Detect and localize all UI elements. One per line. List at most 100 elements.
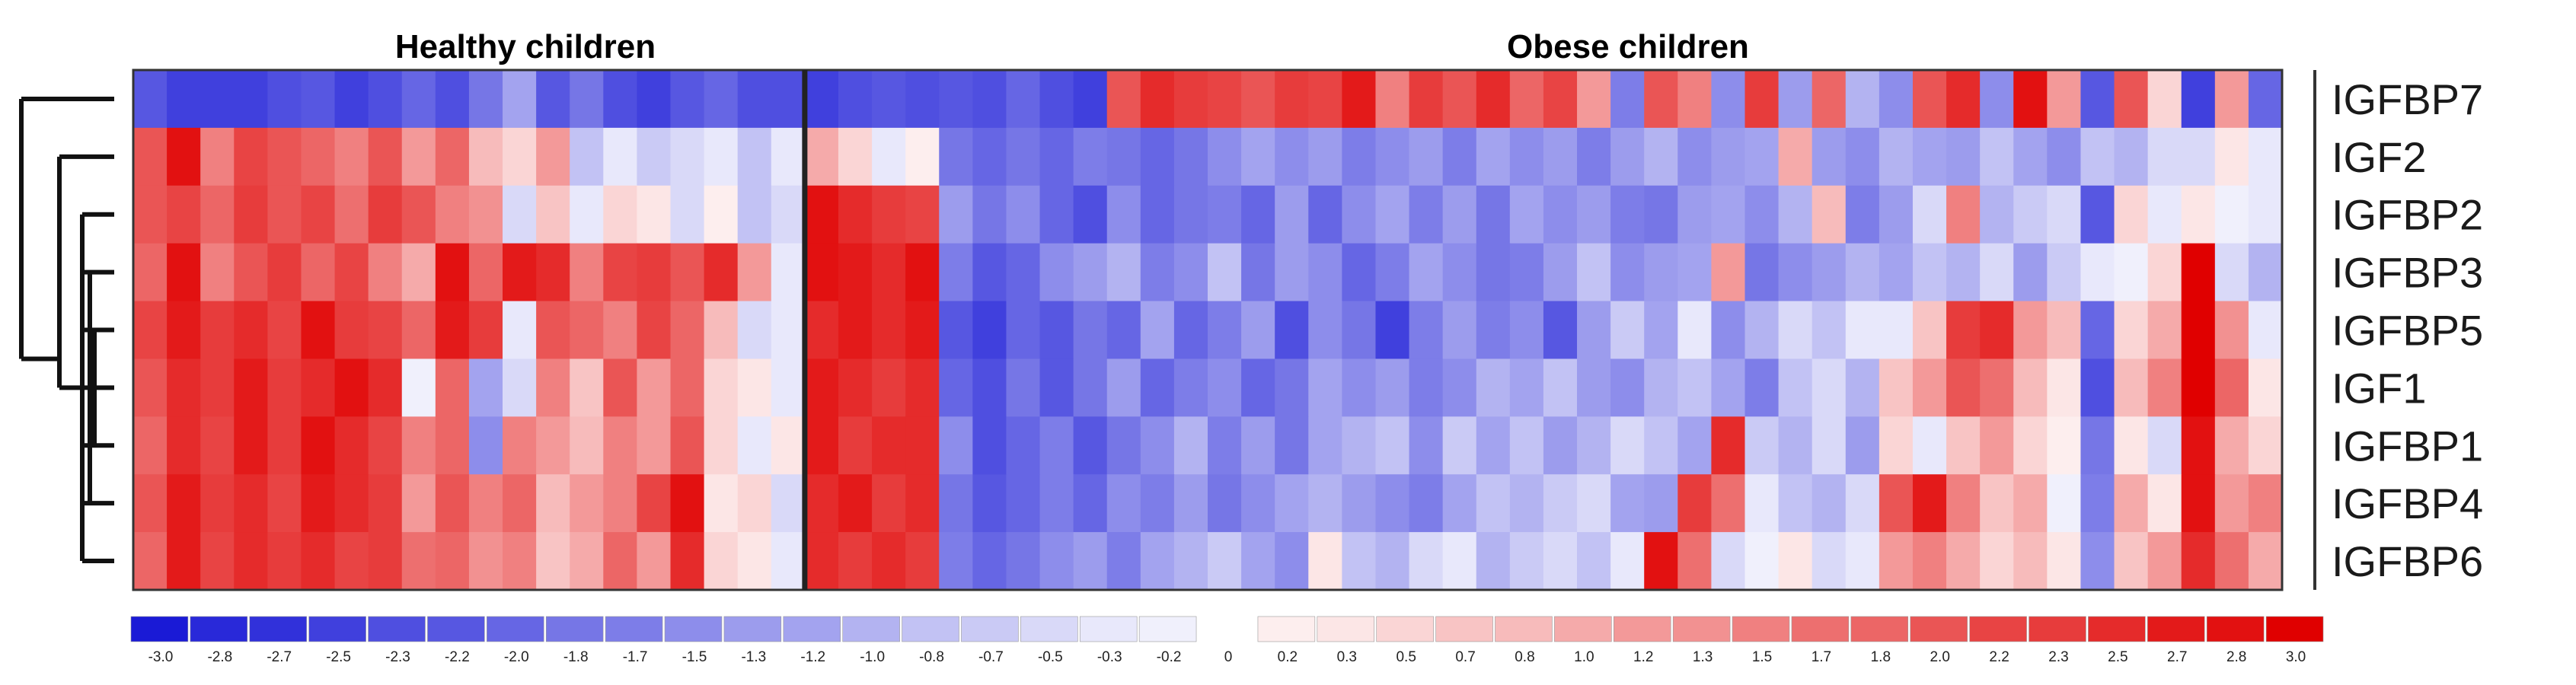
heatmap-cell [1577,70,1611,129]
heatmap-cell [1879,185,1914,244]
group-label-obese: Obese children [1507,28,1749,65]
heatmap-cell [167,301,201,360]
heatmap-cell [334,301,369,360]
heatmap-cell [1173,185,1208,244]
heatmap-cell [334,127,369,186]
heatmap-cell [2181,532,2216,591]
heatmap-cell [1980,185,2014,244]
heatmap-cell [1711,70,1746,129]
heatmap-cell [1342,243,1377,302]
heatmap-cell [2214,185,2249,244]
heatmap-cell [1711,532,1746,591]
heatmap-cell [536,185,570,244]
colorbar-tick-label: 0.2 [1278,649,1298,665]
heatmap-cell [1543,127,1578,186]
heatmap-cell [1073,474,1108,533]
heatmap-cell [1208,416,1242,475]
heatmap-cell [1173,243,1208,302]
heatmap-cell [1912,243,1947,302]
heatmap-cell [1610,358,1645,417]
heatmap-cell [167,243,201,302]
heatmap-cell [334,532,369,591]
heatmap-cell [570,301,604,360]
heatmap-cell [2181,416,2216,475]
heatmap-cell [435,532,470,591]
heatmap-cell [570,358,604,417]
heatmap-cell [1912,416,1947,475]
heatmap-cell [1006,532,1041,591]
colorbar-swatch [1732,616,1790,642]
heatmap-cell [401,474,436,533]
heatmap-cell [1140,416,1175,475]
heatmap-cell [1476,185,1511,244]
heatmap-cell [1342,70,1377,129]
heatmap-cell [1140,185,1175,244]
heatmap-cell [1073,532,1108,591]
heatmap-cell [435,301,470,360]
colorbar-tick-label: 0.5 [1396,649,1416,665]
heatmap-cell [1106,416,1141,475]
heatmap-cell [872,358,906,417]
heatmap-cell [503,532,537,591]
heatmap-cell [771,243,806,302]
heatmap-cell [368,532,403,591]
colorbar-swatch [1257,616,1316,642]
heatmap-cell [2147,301,2182,360]
heatmap-cell [1342,416,1377,475]
heatmap-cell [804,416,839,475]
heatmap-cell [1644,243,1678,302]
heatmap-cell [1644,301,1678,360]
heatmap-cell [1039,243,1074,302]
heatmap-cell [603,416,637,475]
heatmap-cell [872,243,906,302]
heatmap-cell [1409,474,1444,533]
heatmap-cell [838,70,873,129]
heatmap-cell [1912,127,1947,186]
heatmap-cell [536,70,570,129]
heatmap-cell [1375,127,1410,186]
heatmap-cell [468,416,503,475]
heatmap-cell [1644,127,1678,186]
heatmap-cell [804,127,839,186]
heatmap-cell [1577,416,1611,475]
heatmap-cell [200,185,235,244]
heatmap-cell [334,70,369,129]
heatmap-cell [2147,416,2182,475]
heatmap-cell [1744,474,1780,533]
heatmap-cell [1442,474,1477,533]
heatmap-cell [435,474,470,533]
heatmap-cell [2013,127,2048,186]
heatmap-cell [804,243,839,302]
heatmap-cell [301,243,336,302]
heatmap-cell [637,474,672,533]
heatmap-cell [1308,532,1342,591]
heatmap-cell [435,127,470,186]
colorbar-swatch [961,616,1019,642]
heatmap-cell [503,474,537,533]
heatmap-cell [1711,243,1746,302]
heatmap-cell [234,70,268,129]
colorbar-tick-label: -2.2 [445,649,470,665]
heatmap-cell [2013,532,2048,591]
heatmap-cell [167,532,201,591]
heatmap-cell [2147,474,2182,533]
heatmap-cell [2114,185,2149,244]
colorbar-tick-label: 1.0 [1574,649,1594,665]
heatmap-cell [1073,301,1108,360]
colorbar-swatch [902,616,959,642]
heatmap-cell [804,474,839,533]
heatmap-cell [1577,185,1611,244]
heatmap-cell [1476,358,1511,417]
heatmap-cell [1845,185,1880,244]
heatmap-cell [1980,358,2014,417]
heatmap-cell [1039,358,1074,417]
heatmap-cell [1275,127,1309,186]
heatmap-cell [1879,127,1914,186]
heatmap-cell [939,474,973,533]
heatmap-cell [368,243,403,302]
heatmap-cell [737,358,772,417]
heatmap-cell [368,416,403,475]
colorbar-tick-label: -1.0 [860,649,885,665]
heatmap-cell [1677,358,1712,417]
heatmap-cell [1946,243,1981,302]
